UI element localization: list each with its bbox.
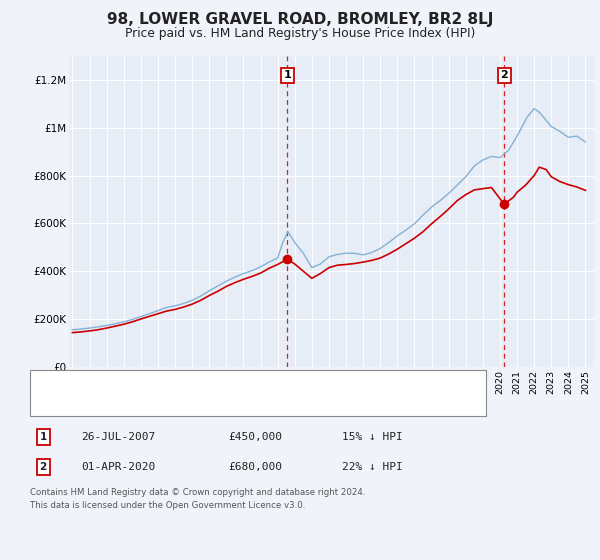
Text: 26-JUL-2007: 26-JUL-2007 <box>81 432 155 442</box>
Text: 98, LOWER GRAVEL ROAD, BROMLEY, BR2 8LJ: 98, LOWER GRAVEL ROAD, BROMLEY, BR2 8LJ <box>107 12 493 27</box>
Text: £450,000: £450,000 <box>228 432 282 442</box>
Text: 15% ↓ HPI: 15% ↓ HPI <box>342 432 403 442</box>
Text: 01-APR-2020: 01-APR-2020 <box>81 462 155 472</box>
Text: Contains HM Land Registry data © Crown copyright and database right 2024.
This d: Contains HM Land Registry data © Crown c… <box>30 488 365 510</box>
Text: HPI: Average price, detached house, Bromley: HPI: Average price, detached house, Brom… <box>89 398 325 408</box>
Text: 98, LOWER GRAVEL ROAD, BROMLEY, BR2 8LJ (detached house): 98, LOWER GRAVEL ROAD, BROMLEY, BR2 8LJ … <box>89 377 422 388</box>
Text: 1: 1 <box>40 432 47 442</box>
Text: 22% ↓ HPI: 22% ↓ HPI <box>342 462 403 472</box>
Text: Price paid vs. HM Land Registry's House Price Index (HPI): Price paid vs. HM Land Registry's House … <box>125 27 475 40</box>
Text: 1: 1 <box>284 71 291 80</box>
Text: 2: 2 <box>40 462 47 472</box>
Text: 2: 2 <box>500 71 508 80</box>
Text: £680,000: £680,000 <box>228 462 282 472</box>
